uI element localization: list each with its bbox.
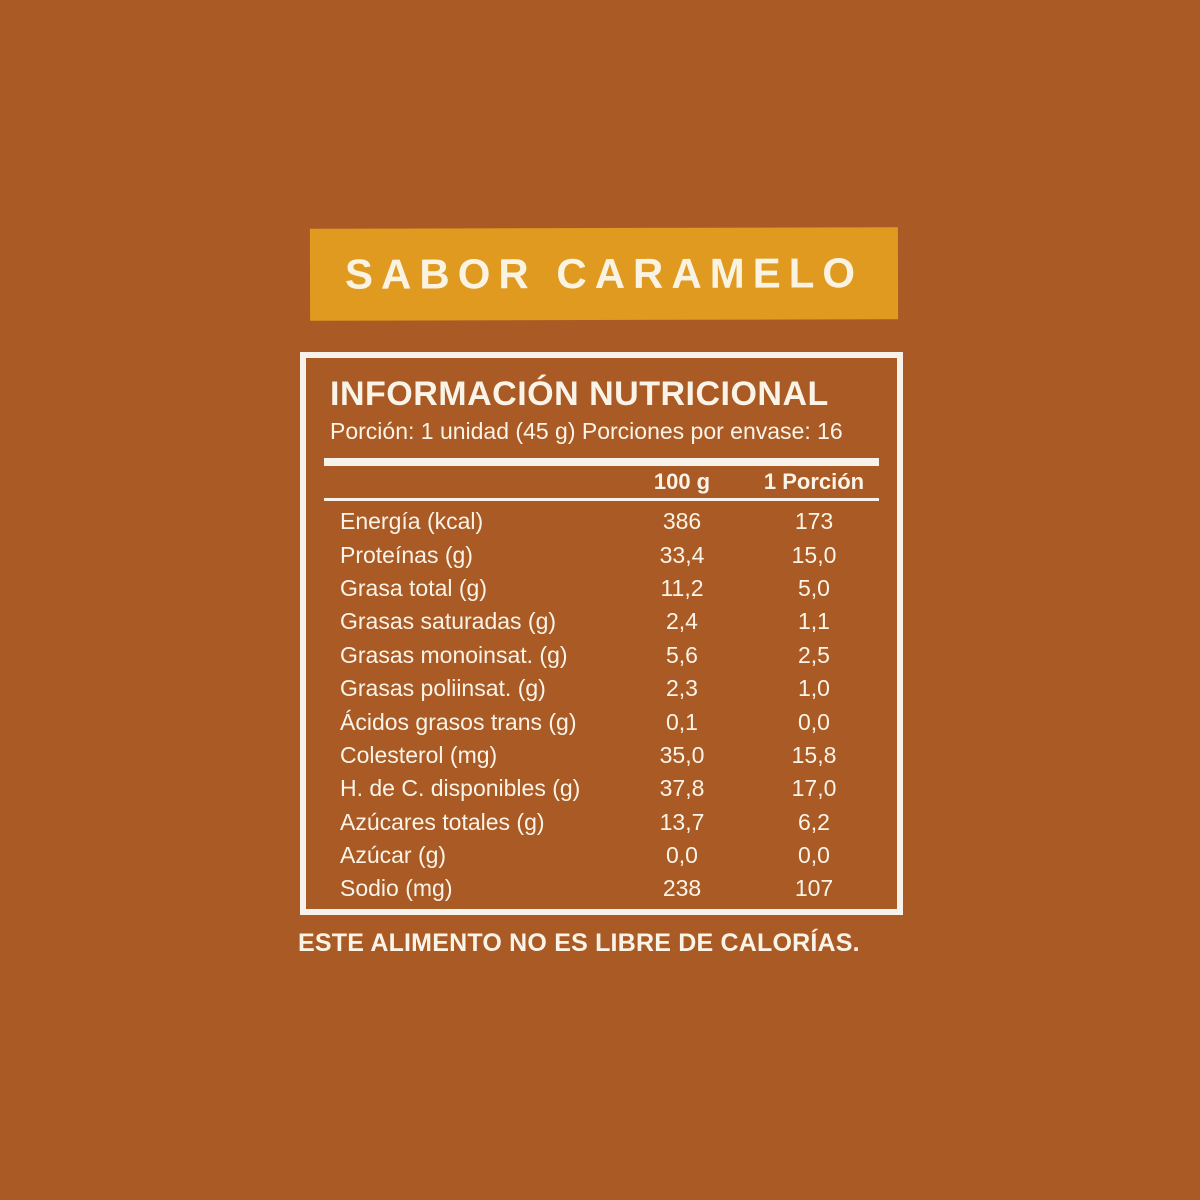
value-portion: 15,0 bbox=[791, 541, 837, 568]
column-header-portion: 1 Porción bbox=[763, 469, 865, 494]
value-100g: 2,3 bbox=[666, 675, 698, 702]
table-row: Ácidos grasos trans (g) 0,1 0,0 bbox=[324, 705, 879, 738]
value-100g: 11,2 bbox=[660, 574, 704, 601]
value-portion: 173 bbox=[794, 508, 834, 535]
nutrient-table: Energía (kcal) 386 173 Proteínas (g) 33,… bbox=[324, 505, 879, 906]
nutrient-label: Azúcares totales (g) bbox=[340, 808, 545, 835]
table-row: Energía (kcal) 386 173 bbox=[324, 505, 879, 538]
nutrient-label: Grasas poliinsat. (g) bbox=[340, 675, 546, 702]
nutrient-label: Colesterol (mg) bbox=[340, 741, 498, 768]
portion-info: Porción: 1 unidad (45 g) Porciones por e… bbox=[330, 418, 843, 444]
table-row: Grasas monoinsat. (g) 5,6 2,5 bbox=[324, 639, 879, 672]
nutrient-label: Grasas saturadas (g) bbox=[340, 608, 557, 635]
nutrient-label: Grasas monoinsat. (g) bbox=[340, 641, 568, 668]
value-portion: 0,0 bbox=[798, 842, 830, 869]
table-row: Sodio (mg) 238 107 bbox=[324, 872, 879, 905]
value-100g: 238 bbox=[662, 875, 702, 902]
nutrient-label: Azúcar (g) bbox=[340, 842, 447, 869]
table-row: Azúcar (g) 0,0 0,0 bbox=[324, 839, 879, 872]
value-100g: 13,7 bbox=[659, 808, 705, 835]
table-row: H. de C. disponibles (g) 37,8 17,0 bbox=[324, 772, 879, 805]
divider-thick bbox=[324, 458, 879, 466]
nutrient-label: Sodio (mg) bbox=[340, 875, 453, 902]
value-100g: 2,4 bbox=[666, 608, 698, 635]
table-row: Colesterol (mg) 35,0 15,8 bbox=[324, 739, 879, 772]
value-portion: 1,0 bbox=[798, 675, 830, 702]
value-portion: 15,8 bbox=[791, 741, 837, 768]
divider-thin bbox=[324, 498, 879, 501]
value-100g: 0,1 bbox=[666, 708, 698, 735]
nutrient-label: H. de C. disponibles (g) bbox=[340, 775, 581, 802]
table-row: Grasas poliinsat. (g) 2,3 1,0 bbox=[324, 672, 879, 705]
table-row: Grasa total (g) 11,2 5,0 bbox=[324, 572, 879, 605]
table-header-row: 100 g 1 Porción bbox=[324, 466, 879, 498]
nutrient-label: Ácidos grasos trans (g) bbox=[340, 708, 577, 735]
flavor-banner-label: SABOR CARAMELO bbox=[344, 249, 864, 298]
value-100g: 0,0 bbox=[666, 842, 698, 869]
nutrient-label: Energía (kcal) bbox=[340, 508, 484, 535]
value-100g: 35,0 bbox=[659, 741, 705, 768]
nutrient-label: Grasa total (g) bbox=[340, 574, 487, 601]
value-portion: 17,0 bbox=[791, 775, 837, 802]
table-row: Azúcares totales (g) 13,7 6,2 bbox=[324, 806, 879, 839]
table-row: Grasas saturadas (g) 2,4 1,1 bbox=[324, 605, 879, 638]
table-row: Proteínas (g) 33,4 15,0 bbox=[324, 538, 879, 571]
value-portion: 5,0 bbox=[798, 574, 830, 601]
nutrition-facts-panel: INFORMACIÓN NUTRICIONAL Porción: 1 unida… bbox=[300, 352, 903, 915]
value-100g: 5,6 bbox=[666, 641, 698, 668]
calorie-disclaimer: ESTE ALIMENTO NO ES LIBRE DE CALORÍAS. bbox=[298, 929, 860, 957]
value-portion: 107 bbox=[794, 875, 834, 902]
nutrition-panel-title: INFORMACIÓN NUTRICIONAL bbox=[330, 375, 829, 413]
value-portion: 2,5 bbox=[798, 641, 830, 668]
nutrient-label: Proteínas (g) bbox=[340, 541, 473, 568]
flavor-banner: SABOR CARAMELO bbox=[309, 227, 899, 321]
value-100g: 386 bbox=[662, 508, 702, 535]
value-portion: 1,1 bbox=[798, 608, 830, 635]
value-portion: 6,2 bbox=[798, 808, 830, 835]
value-100g: 33,4 bbox=[659, 541, 705, 568]
column-header-100g: 100 g bbox=[653, 469, 711, 494]
value-100g: 37,8 bbox=[659, 775, 705, 802]
value-portion: 0,0 bbox=[798, 708, 830, 735]
